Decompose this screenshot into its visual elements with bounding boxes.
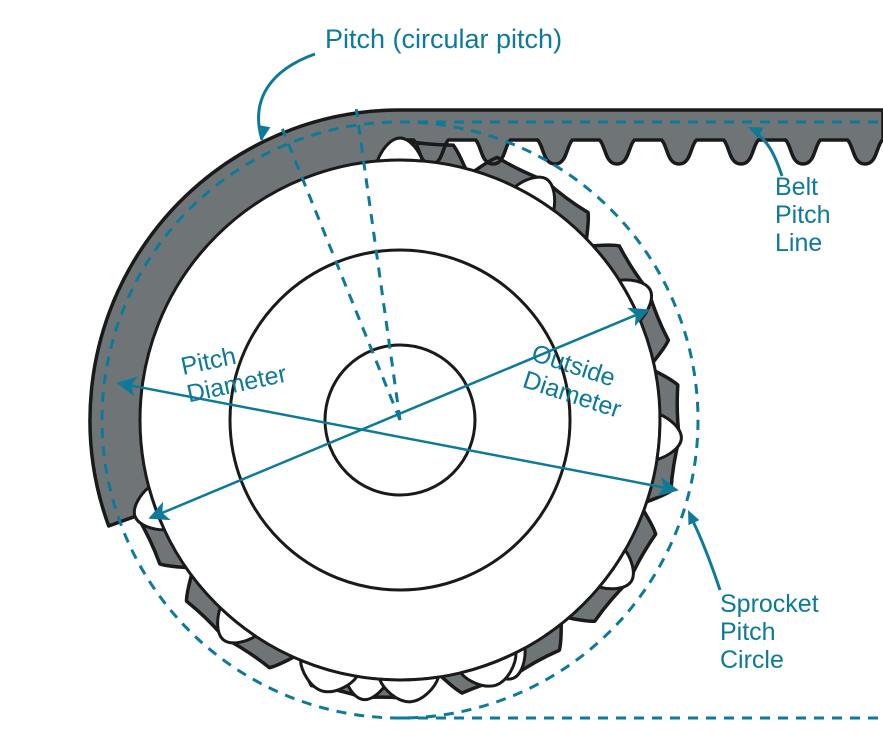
sprocket-pitch-label-line: Circle xyxy=(720,646,784,674)
belt-pitch-line-label: BeltPitchLine xyxy=(775,173,831,257)
sprocket-pitch-label: SprocketPitchCircle xyxy=(720,590,819,674)
belt-pitch-line-label-line: Pitch xyxy=(775,201,831,229)
sprocket-pitch-label-line: Sprocket xyxy=(720,590,819,618)
pitch-title-label-line: Pitch (circular pitch) xyxy=(325,24,562,54)
belt-pitch-line-label-line: Line xyxy=(775,229,822,257)
timing-belt-diagram: Pitch (circular pitch)BeltPitchLineSproc… xyxy=(0,0,883,756)
sprocket-pitch-label-line: Pitch xyxy=(720,618,776,646)
belt-pitch-line-label-line: Belt xyxy=(775,173,818,201)
sprocket-pitch-leader xyxy=(690,515,720,590)
pitch-title-label: Pitch (circular pitch) xyxy=(325,24,562,54)
